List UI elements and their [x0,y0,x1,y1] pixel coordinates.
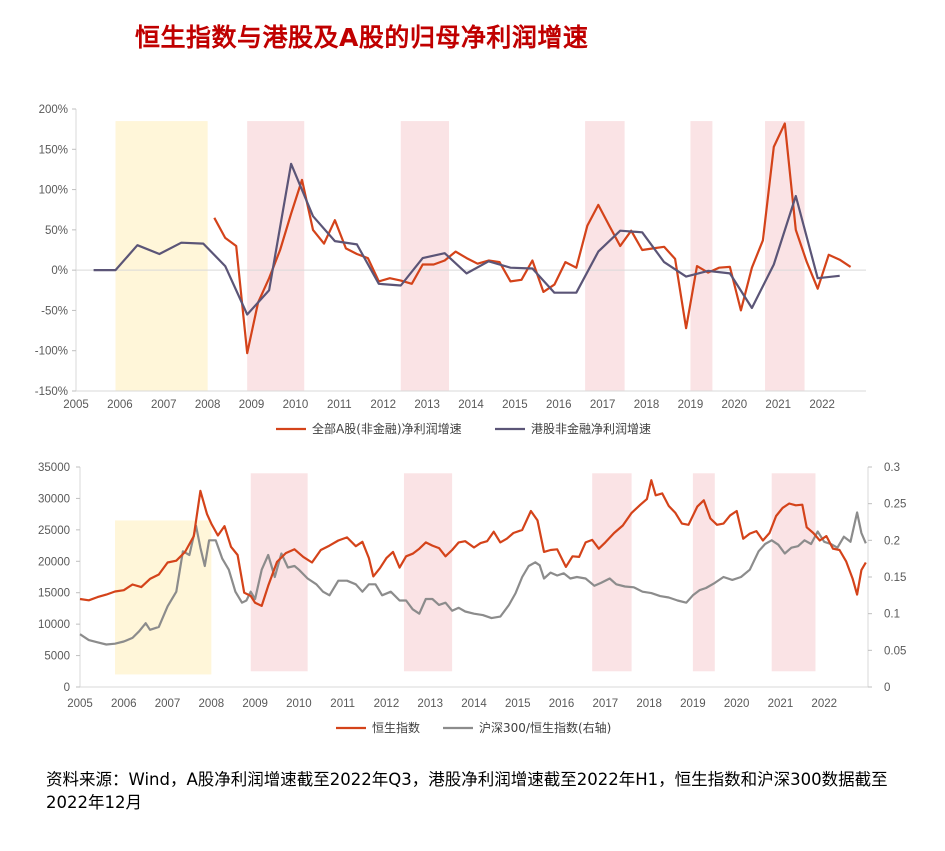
highlight-band [115,520,212,675]
x-tick-label: 2020 [724,698,750,710]
y-tick-label-right: 0 [884,682,890,694]
x-tick-label: 2008 [195,399,221,411]
x-tick-label: 2007 [155,698,181,710]
x-tick-label: 2006 [107,399,133,411]
x-tick-label: 2022 [811,698,837,710]
x-tick-label: 2011 [330,698,355,710]
x-tick-label: 2010 [286,698,312,710]
y-tick-label: 5000 [44,651,70,663]
highlight-band [403,473,453,672]
series-line-1 [213,122,852,355]
legend-label-hk-shares: 港股非金融净利润增速 [531,421,651,436]
x-tick-label: 2005 [67,698,93,710]
y-tick-label: 35000 [38,462,70,474]
x-tick-label: 2009 [239,399,265,411]
profit-growth-chart: -150% -100% -50% 0% 50% 100% 150% 200% 2005 2006 2… [35,104,866,436]
series-line-2 [93,162,840,316]
x-tick-label: 2015 [502,399,528,411]
series-line-1 [79,479,867,607]
x-tick-label: 2012 [370,399,396,411]
y-tick-label-right: 0.3 [884,462,900,474]
x-tick-label: 2010 [283,399,309,411]
x-tick-label: 2013 [414,399,440,411]
y-tick-label: 150% [39,144,68,156]
y-tick-label: 15000 [38,588,70,600]
x-tick-label: 2011 [327,399,352,411]
x-tick-label: 2014 [458,399,484,411]
y-tick-label: 30000 [38,493,70,505]
y-tick-label-right: 0.1 [884,609,900,621]
x-tick-label: 2020 [722,399,748,411]
x-tick-label: 2021 [768,698,794,710]
legend-label-ratio: 沪深300/恒生指数(右轴) [479,720,611,735]
source-note: 资料来源：Wind，A股净利润增速截至2022年Q3，港股净利润增速截至2022… [46,770,888,812]
x-tick-label: 2015 [505,698,531,710]
x-tick-label: 2017 [593,698,619,710]
y-tick-label: 100% [39,185,68,197]
x-tick-label: 2007 [151,399,177,411]
x-tick-label: 2013 [417,698,443,710]
highlight-band [115,121,208,391]
highlight-band [592,473,632,672]
highlight-band [250,473,308,672]
highlight-band [585,121,625,391]
y-tick-label: 10000 [38,619,70,631]
y-tick-label-right: 0.05 [884,645,906,657]
x-tick-label: 2006 [111,698,137,710]
x-tick-label: 2019 [678,399,704,411]
y-tick-label: 50% [45,225,68,237]
x-tick-label: 2014 [461,698,487,710]
y-tick-label: -50% [41,305,68,317]
series-line-2 [79,511,867,646]
index-chart: 0 5000 10000 15000 20000 25000 30000 35000 0 0.05… [38,462,906,735]
x-tick-label: 2021 [765,399,791,411]
x-tick-label: 2019 [680,698,706,710]
y-tick-label-right: 0.15 [884,572,906,584]
highlight-band [690,121,713,391]
x-tick-label: 2008 [199,698,225,710]
y-tick-label-right: 0.2 [884,535,900,547]
y-tick-label: -150% [35,386,68,398]
y-tick-label: -100% [35,346,68,358]
legend-label-a-shares: 全部A股(非金融)净利润增速 [312,421,462,436]
highlight-band [400,121,450,391]
x-tick-label: 2017 [590,399,616,411]
y-tick-label: 0 [64,682,70,694]
y-tick-label: 0% [51,265,68,277]
legend-label-hsi: 恒生指数 [372,720,420,735]
y-tick-label: 20000 [38,556,70,568]
chart-title: 恒生指数与港股及A股的归母净利润增速 [135,23,589,52]
x-tick-label: 2016 [546,399,572,411]
x-tick-label: 2012 [374,698,400,710]
x-tick-label: 2018 [636,698,662,710]
x-tick-label: 2018 [634,399,660,411]
x-tick-label: 2009 [242,698,268,710]
x-tick-label: 2022 [809,399,835,411]
y-tick-label: 25000 [38,525,70,537]
highlight-band [771,473,816,672]
highlight-band [692,473,715,672]
y-tick-label-right: 0.25 [884,499,906,511]
x-tick-label: 2016 [549,698,575,710]
x-tick-label: 2005 [63,399,89,411]
y-tick-label: 200% [39,104,68,116]
